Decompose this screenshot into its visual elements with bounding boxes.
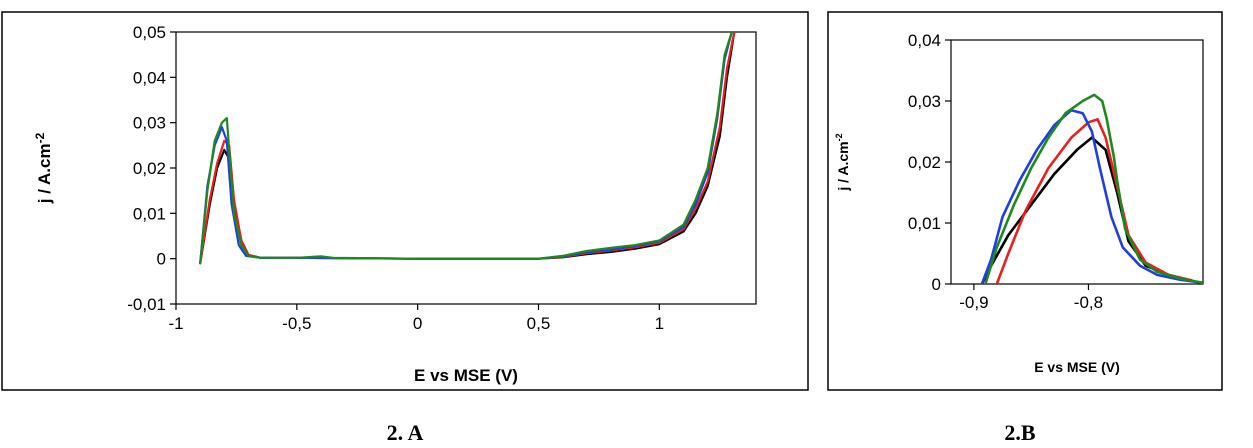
x-axis-label: E vs MSE (V) <box>1034 359 1120 375</box>
series-line-4 <box>984 93 1203 284</box>
x-tick-label: 0 <box>413 314 422 333</box>
y-tick-label: 0,05 <box>133 23 166 42</box>
y-tick-label: 0 <box>932 275 941 294</box>
x-tick-label: -1 <box>168 314 183 333</box>
y-tick-label: 0,04 <box>908 31 941 50</box>
chart-a: -0,01 0 0,01 0,02 0,03 0,04 0,05 -1 -0,5 0 0,5 1 E v… <box>1 11 809 391</box>
y-tick-label: -0,01 <box>127 295 166 314</box>
y-tick-label: 0 <box>157 250 166 269</box>
y-axis-label-main: j / A.cm <box>835 141 851 191</box>
y-tick-label: 0,01 <box>908 214 941 233</box>
y-tick-label: 0,02 <box>908 153 941 172</box>
y-axis-label-main: j / A.cm <box>35 143 54 204</box>
panel-b-label: 2.B <box>1004 420 1036 445</box>
y-tick-label: 0,03 <box>908 92 941 111</box>
y-tick-label: 0,04 <box>133 68 166 87</box>
y-axis-label: j / A.cm-2 <box>33 132 54 204</box>
y-axis-label-superscript: -2 <box>33 132 47 143</box>
x-tick-label: 0,5 <box>527 314 551 333</box>
x-tick-label: -0,5 <box>282 314 311 333</box>
y-axis-label-superscript: -2 <box>834 133 844 141</box>
x-axis-label: E vs MSE (V) <box>414 366 518 385</box>
chart-b: 0 0,01 0,02 0,03 0,04 -0,9 -0,8 E vs MSE (V) j /… <box>827 11 1223 391</box>
y-tick-label: 0,03 <box>133 114 166 133</box>
panel-a-label: 2. A <box>386 420 424 445</box>
y-axis-label: j / A.cm-2 <box>834 133 851 191</box>
x-tick-label: -0,8 <box>1074 293 1103 312</box>
series-line-3 <box>980 108 1203 284</box>
chart-frame <box>827 11 1223 391</box>
chart-frame <box>1 11 809 391</box>
series-line-4 <box>199 32 733 265</box>
x-tick-label: 1 <box>655 314 664 333</box>
y-tick-label: 0,02 <box>133 159 166 178</box>
y-tick-label: 0,01 <box>133 204 166 223</box>
x-tick-label: -0,9 <box>959 293 988 312</box>
series-line-1 <box>980 136 1193 284</box>
